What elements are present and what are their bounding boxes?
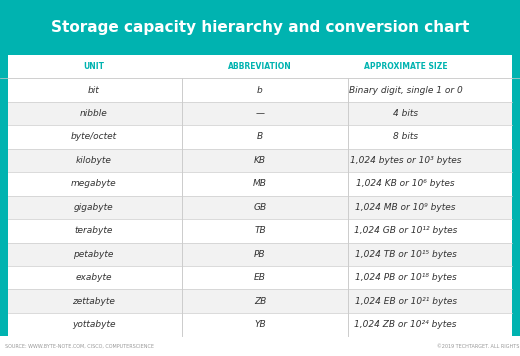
Text: exabyte: exabyte (75, 273, 112, 282)
Text: MB: MB (253, 179, 267, 188)
FancyBboxPatch shape (8, 102, 512, 125)
FancyBboxPatch shape (0, 55, 8, 336)
Text: 8 bits: 8 bits (393, 132, 418, 141)
Text: bit: bit (88, 85, 99, 95)
Text: 1,024 EB or 10²¹ bytes: 1,024 EB or 10²¹ bytes (355, 297, 457, 306)
FancyBboxPatch shape (8, 313, 512, 336)
Text: 1,024 MB or 10⁹ bytes: 1,024 MB or 10⁹ bytes (355, 203, 456, 212)
Text: megabyte: megabyte (71, 179, 116, 188)
FancyBboxPatch shape (0, 55, 520, 78)
Text: KB: KB (254, 156, 266, 165)
Text: terabyte: terabyte (74, 226, 113, 235)
Text: 1,024 bytes or 10³ bytes: 1,024 bytes or 10³ bytes (350, 156, 461, 165)
FancyBboxPatch shape (8, 289, 512, 313)
Text: petabyte: petabyte (73, 250, 114, 259)
Text: SOURCE: WWW.BYTE-NOTE.COM, CISCO, COMPUTERSCIENCE: SOURCE: WWW.BYTE-NOTE.COM, CISCO, COMPUT… (5, 344, 154, 349)
FancyBboxPatch shape (8, 219, 512, 242)
Text: zettabyte: zettabyte (72, 297, 115, 306)
FancyBboxPatch shape (8, 172, 512, 196)
Text: UNIT: UNIT (83, 62, 104, 71)
Text: 1,024 GB or 10¹² bytes: 1,024 GB or 10¹² bytes (354, 226, 457, 235)
Text: 1,024 PB or 10¹⁸ bytes: 1,024 PB or 10¹⁸ bytes (355, 273, 457, 282)
Text: byte/octet: byte/octet (71, 132, 116, 141)
FancyBboxPatch shape (8, 149, 512, 172)
FancyBboxPatch shape (8, 196, 512, 219)
FancyBboxPatch shape (0, 0, 520, 55)
Text: b: b (257, 85, 263, 95)
Text: 1,024 TB or 10¹⁵ bytes: 1,024 TB or 10¹⁵ bytes (355, 250, 457, 259)
FancyBboxPatch shape (0, 336, 520, 356)
Text: GB: GB (253, 203, 267, 212)
FancyBboxPatch shape (512, 55, 520, 336)
Text: ©2019 TECHTARGET. ALL RIGHTS RESERVED.: ©2019 TECHTARGET. ALL RIGHTS RESERVED. (437, 344, 520, 349)
Text: gigabyte: gigabyte (74, 203, 113, 212)
FancyBboxPatch shape (8, 266, 512, 289)
FancyBboxPatch shape (8, 125, 512, 149)
FancyBboxPatch shape (8, 242, 512, 266)
Text: ZB: ZB (254, 297, 266, 306)
Text: 1,024 ZB or 10²⁴ bytes: 1,024 ZB or 10²⁴ bytes (354, 320, 457, 329)
Text: 4 bits: 4 bits (393, 109, 418, 118)
Text: YB: YB (254, 320, 266, 329)
Text: —: — (255, 109, 265, 118)
Text: TB: TB (254, 226, 266, 235)
Text: ABBREVIATION: ABBREVIATION (228, 62, 292, 71)
Text: 1,024 KB or 10⁶ bytes: 1,024 KB or 10⁶ bytes (356, 179, 455, 188)
Text: Binary digit, single 1 or 0: Binary digit, single 1 or 0 (349, 85, 462, 95)
Text: EB: EB (254, 273, 266, 282)
Text: Storage capacity hierarchy and conversion chart: Storage capacity hierarchy and conversio… (51, 20, 469, 35)
Text: PB: PB (254, 250, 266, 259)
Text: kilobyte: kilobyte (76, 156, 111, 165)
Text: yottabyte: yottabyte (72, 320, 115, 329)
Text: nibble: nibble (80, 109, 108, 118)
Text: APPROXIMATE SIZE: APPROXIMATE SIZE (364, 62, 447, 71)
FancyBboxPatch shape (8, 78, 512, 102)
Text: B: B (257, 132, 263, 141)
